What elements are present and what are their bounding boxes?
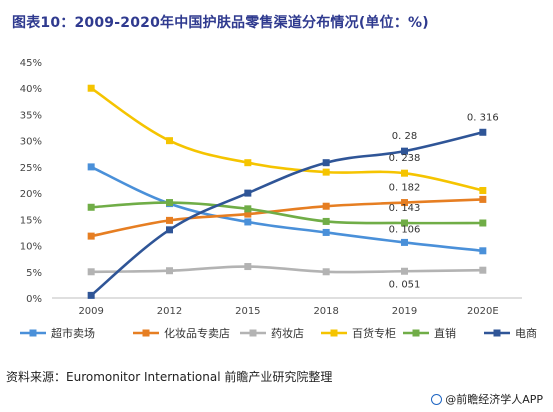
series-line-0 bbox=[90, 165, 483, 253]
legend-marker-0 bbox=[29, 329, 37, 337]
x-tick-label: 2020E bbox=[467, 306, 499, 317]
y-tick-label: 10% bbox=[20, 242, 42, 253]
series-marker-3 bbox=[401, 169, 408, 177]
y-tick-label: 30% bbox=[20, 137, 42, 148]
series-marker-4 bbox=[479, 219, 487, 227]
series-marker-5 bbox=[87, 291, 95, 299]
series-marker-4 bbox=[401, 219, 408, 227]
data-label: 0. 238 bbox=[389, 153, 421, 164]
series-marker-4 bbox=[166, 199, 173, 207]
series-marker-0 bbox=[401, 238, 408, 246]
series-marker-2 bbox=[401, 267, 408, 275]
series-marker-4 bbox=[87, 203, 95, 211]
legend-label: 直销 bbox=[434, 326, 456, 340]
brand-footer: @前瞻经济学人APP bbox=[431, 391, 543, 407]
x-tick-label: 2015 bbox=[235, 306, 260, 317]
series-marker-3 bbox=[166, 137, 173, 145]
series-line-4 bbox=[91, 201, 483, 225]
chart-title: 图表10：2009-2020年中国护肤品零售渠道分布情况(单位：%) bbox=[12, 15, 429, 31]
data-label: 0. 182 bbox=[389, 183, 421, 194]
data-label: 0. 143 bbox=[389, 203, 421, 214]
series-marker-2 bbox=[244, 263, 252, 271]
series-marker-3 bbox=[87, 84, 95, 92]
series-marker-4 bbox=[244, 205, 252, 213]
series-marker-2 bbox=[479, 266, 487, 274]
series-marker-1 bbox=[401, 199, 408, 207]
series-marker-0 bbox=[244, 218, 252, 226]
legend-marker-3 bbox=[330, 329, 338, 337]
series-line-1 bbox=[90, 198, 483, 238]
brand-label: @前瞻经济学人APP bbox=[445, 393, 543, 406]
series-marker-4 bbox=[322, 217, 330, 225]
series-marker-5 bbox=[322, 159, 330, 167]
y-tick-label: 0% bbox=[26, 294, 42, 305]
series-marker-5 bbox=[166, 226, 173, 234]
legend-label: 电商 bbox=[515, 326, 537, 340]
legend-marker-4 bbox=[412, 329, 420, 337]
legend-label: 百货专柜 bbox=[352, 326, 396, 340]
data-label: 0. 316 bbox=[467, 112, 499, 123]
series-marker-5 bbox=[244, 189, 252, 197]
series-marker-1 bbox=[166, 216, 173, 224]
series-marker-5 bbox=[479, 128, 487, 136]
series-line-2 bbox=[91, 265, 483, 274]
source-note: 资料来源：Euromonitor International 前瞻产业研究院整理 bbox=[6, 370, 333, 384]
series-marker-0 bbox=[87, 163, 95, 171]
y-tick-label: 5% bbox=[26, 268, 42, 279]
y-tick-label: 25% bbox=[20, 163, 42, 174]
y-tick-label: 35% bbox=[20, 110, 42, 121]
x-tick-label: 2012 bbox=[157, 306, 182, 317]
data-label: 0. 051 bbox=[389, 279, 421, 290]
y-tick-label: 45% bbox=[20, 58, 42, 69]
series-marker-2 bbox=[166, 267, 173, 275]
legend-label: 化妆品专卖店 bbox=[164, 326, 230, 340]
series-marker-5 bbox=[401, 147, 408, 155]
legend-label: 药妆店 bbox=[271, 326, 304, 340]
y-tick-label: 15% bbox=[20, 215, 42, 226]
series-line-3 bbox=[90, 87, 484, 192]
x-tick-label: 2019 bbox=[392, 306, 417, 317]
data-label: 0. 106 bbox=[389, 224, 421, 235]
series-marker-1 bbox=[479, 195, 487, 203]
data-label: 0. 28 bbox=[392, 131, 417, 142]
series-marker-0 bbox=[322, 228, 330, 236]
series-marker-1 bbox=[87, 232, 95, 240]
series-marker-1 bbox=[322, 202, 330, 210]
series-marker-2 bbox=[87, 268, 95, 276]
legend-marker-2 bbox=[249, 329, 257, 337]
series-marker-3 bbox=[322, 168, 330, 176]
y-tick-label: 40% bbox=[20, 84, 42, 95]
series-marker-2 bbox=[322, 268, 330, 276]
series-marker-3 bbox=[479, 186, 487, 194]
legend-marker-5 bbox=[493, 329, 501, 337]
x-tick-label: 2009 bbox=[78, 306, 103, 317]
legend-label: 超市卖场 bbox=[51, 326, 95, 340]
series-marker-0 bbox=[479, 247, 487, 255]
series-marker-3 bbox=[244, 159, 252, 167]
brand-logo-icon bbox=[431, 393, 443, 405]
series-marker-1 bbox=[244, 210, 252, 218]
y-tick-label: 20% bbox=[20, 189, 42, 200]
x-tick-label: 2018 bbox=[313, 306, 338, 317]
legend-marker-1 bbox=[142, 329, 150, 337]
